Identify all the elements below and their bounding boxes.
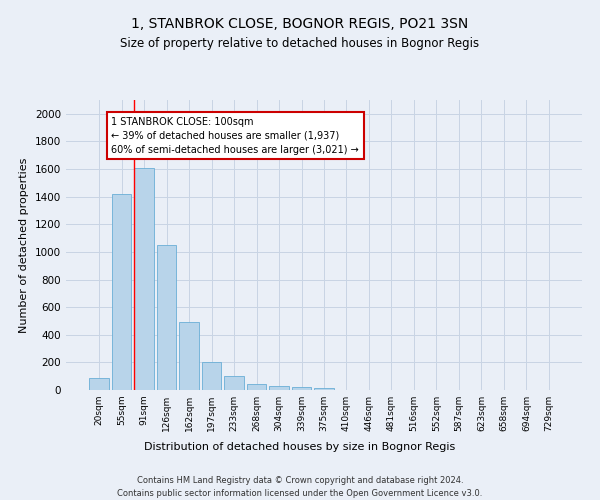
Bar bbox=[202, 362, 221, 390]
Bar bbox=[292, 387, 311, 390]
Y-axis label: Number of detached properties: Number of detached properties bbox=[19, 158, 29, 332]
Bar bbox=[224, 376, 244, 390]
Bar bbox=[247, 384, 266, 390]
Text: 1, STANBROK CLOSE, BOGNOR REGIS, PO21 3SN: 1, STANBROK CLOSE, BOGNOR REGIS, PO21 3S… bbox=[131, 18, 469, 32]
Bar bbox=[314, 388, 334, 390]
Bar bbox=[112, 194, 131, 390]
Text: Size of property relative to detached houses in Bognor Regis: Size of property relative to detached ho… bbox=[121, 38, 479, 51]
Bar bbox=[179, 322, 199, 390]
Text: Contains HM Land Registry data © Crown copyright and database right 2024.
Contai: Contains HM Land Registry data © Crown c… bbox=[118, 476, 482, 498]
Bar bbox=[89, 378, 109, 390]
Bar bbox=[134, 168, 154, 390]
Bar bbox=[269, 386, 289, 390]
Text: 1 STANBROK CLOSE: 100sqm
← 39% of detached houses are smaller (1,937)
60% of sem: 1 STANBROK CLOSE: 100sqm ← 39% of detach… bbox=[112, 116, 359, 154]
Bar bbox=[157, 245, 176, 390]
Text: Distribution of detached houses by size in Bognor Regis: Distribution of detached houses by size … bbox=[145, 442, 455, 452]
